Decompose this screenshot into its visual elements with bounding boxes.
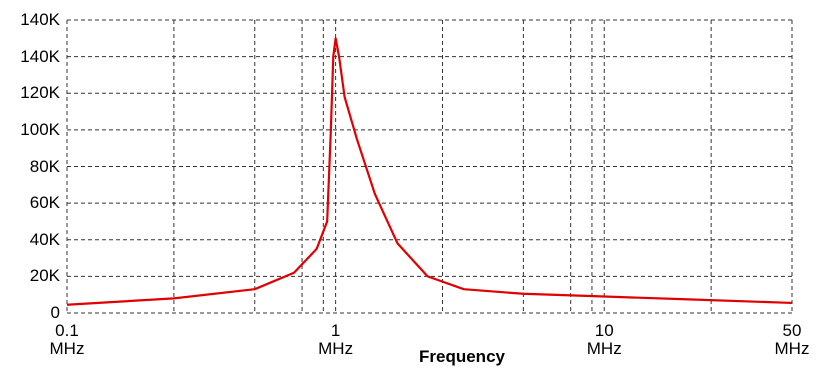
x-tick-label: 1 MHz [318, 321, 354, 358]
x-tick-label: 0.1 MHz [49, 321, 85, 358]
y-tick-label: 60K [29, 193, 60, 213]
y-tick-label: 80K [29, 156, 60, 176]
y-tick-label: 140K [20, 10, 60, 29]
y-tick-label: 120K [20, 83, 60, 103]
y-tick-label: 20K [29, 266, 60, 286]
y-tick-label: 140K [20, 46, 60, 66]
x-tick-label: 50 MHz [774, 321, 810, 358]
data-line [66, 37, 793, 306]
y-tick-label: 40K [29, 229, 60, 249]
x-tick-label: 10 MHz [586, 321, 622, 358]
y-tick-label: 100K [20, 119, 60, 139]
x-axis-label: Frequency [419, 347, 505, 366]
y-tick-label: 0 [50, 303, 60, 322]
